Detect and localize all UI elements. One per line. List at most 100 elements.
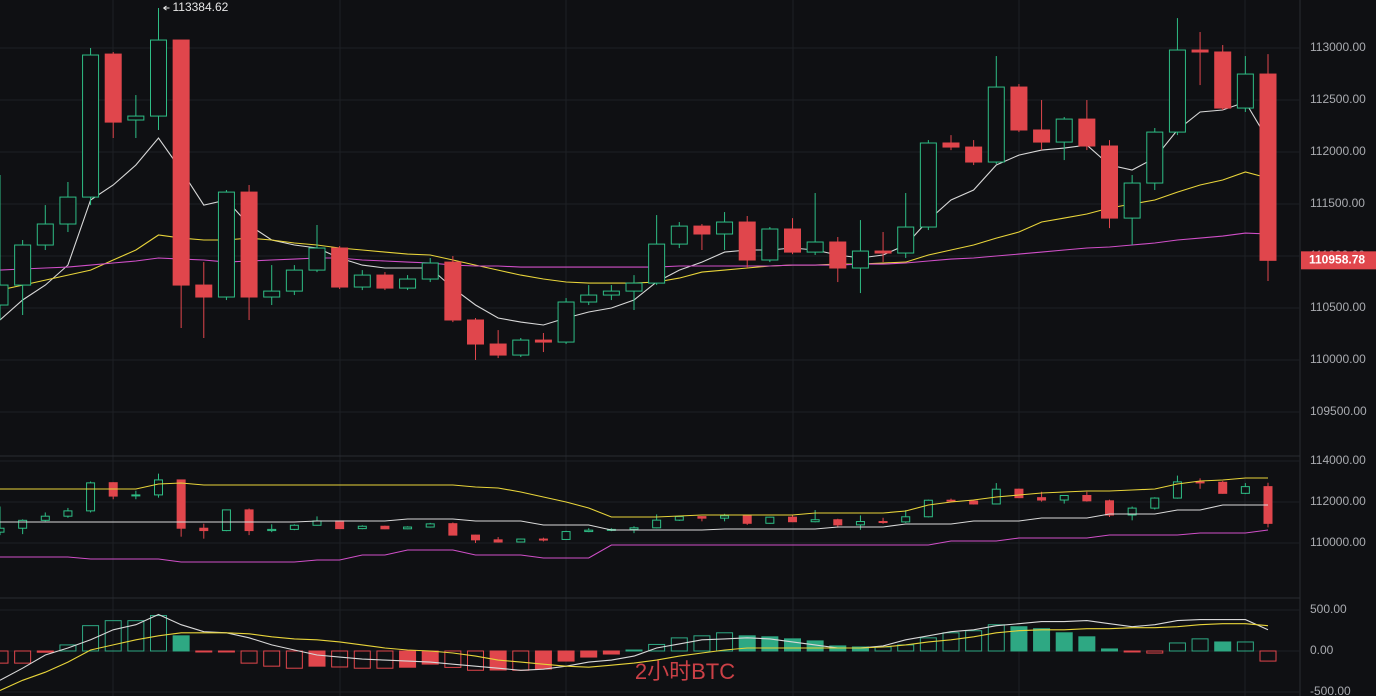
y-tick-label: 111500.00 bbox=[1310, 196, 1365, 210]
macd-bar bbox=[716, 632, 734, 652]
candle-body bbox=[1059, 495, 1069, 501]
macd-bar bbox=[1146, 650, 1164, 654]
candle-body bbox=[221, 509, 231, 532]
macd-bar bbox=[648, 643, 666, 652]
candle-body bbox=[376, 274, 394, 289]
macd-bar bbox=[172, 635, 190, 652]
macd-bar bbox=[1055, 632, 1073, 652]
candle-body bbox=[195, 284, 213, 298]
candle-body bbox=[584, 529, 594, 533]
candle-body bbox=[1240, 486, 1250, 494]
candle-body bbox=[1191, 49, 1209, 53]
candle-body bbox=[516, 538, 526, 543]
y-tick-label: 112000.00 bbox=[1310, 494, 1366, 508]
macd-bar bbox=[557, 650, 575, 662]
high-arrow bbox=[163, 5, 170, 11]
candle-body bbox=[697, 516, 707, 519]
candle-body bbox=[82, 54, 100, 198]
candle-body bbox=[580, 294, 598, 303]
candle-body bbox=[444, 261, 462, 321]
candle-body bbox=[1055, 118, 1073, 143]
watermark: 2小时BTC bbox=[635, 659, 735, 684]
indicator-line bbox=[0, 504, 1268, 531]
candle-body bbox=[1259, 73, 1277, 261]
candle-body bbox=[331, 247, 349, 288]
macd-bar bbox=[1259, 650, 1277, 662]
y-tick-label: 110000.00 bbox=[1310, 535, 1366, 549]
candle-body bbox=[40, 515, 50, 521]
macd-bar bbox=[919, 637, 937, 652]
candle-body bbox=[1078, 118, 1096, 147]
macd-bar bbox=[1191, 638, 1209, 652]
macd-bar bbox=[217, 650, 235, 653]
candle-body bbox=[493, 539, 503, 543]
candle-body bbox=[1146, 131, 1164, 184]
candle-body bbox=[244, 509, 254, 532]
candle-body bbox=[285, 269, 303, 292]
macd-bar bbox=[965, 630, 983, 652]
candle-body bbox=[851, 250, 869, 269]
candle-body bbox=[738, 221, 756, 261]
candle-body bbox=[1214, 51, 1232, 109]
macd-bar bbox=[399, 650, 417, 668]
candle-body bbox=[670, 225, 688, 245]
candle-body bbox=[855, 521, 865, 526]
macd-bar bbox=[127, 620, 145, 652]
macd-bar bbox=[1168, 642, 1186, 652]
candle-body bbox=[652, 519, 662, 529]
candle-body bbox=[810, 519, 820, 523]
candle-body bbox=[806, 241, 824, 253]
candle-body bbox=[1033, 129, 1051, 143]
macd-bar bbox=[580, 650, 598, 658]
candle-body bbox=[380, 525, 390, 530]
candle-body bbox=[965, 146, 983, 163]
candle-body bbox=[353, 274, 371, 288]
candle-body bbox=[36, 223, 54, 246]
candle-body bbox=[1168, 49, 1186, 133]
macd-bar bbox=[693, 635, 711, 652]
candle-body bbox=[901, 516, 911, 523]
candle-body bbox=[1123, 182, 1141, 219]
candle-body bbox=[878, 521, 888, 524]
y-tick-label: 500.00 bbox=[1310, 602, 1347, 616]
macd-bar bbox=[195, 650, 213, 653]
candle-body bbox=[172, 39, 190, 286]
macd-bar bbox=[0, 650, 9, 664]
indicator-line bbox=[0, 613, 1269, 681]
candle-body bbox=[131, 494, 141, 497]
macd-bar bbox=[851, 646, 869, 652]
candle-body bbox=[18, 519, 28, 529]
macd-bar bbox=[1010, 626, 1028, 652]
price-label-box bbox=[1301, 251, 1376, 270]
candle-body bbox=[561, 531, 571, 540]
candle-body bbox=[674, 516, 684, 521]
candle-body bbox=[720, 515, 730, 519]
candle-body bbox=[14, 244, 32, 286]
macd-bar bbox=[59, 644, 77, 652]
candle-body bbox=[176, 479, 186, 529]
candle-body bbox=[467, 319, 484, 345]
y-tick-label: 110500.00 bbox=[1310, 300, 1366, 314]
macd-bar bbox=[1078, 636, 1096, 652]
y-tick-label: 113000.00 bbox=[1310, 40, 1366, 54]
candle-body bbox=[784, 228, 801, 253]
candle-body bbox=[1195, 481, 1205, 484]
macd-bar bbox=[1214, 641, 1232, 652]
macd-bar bbox=[308, 650, 326, 667]
candle-body bbox=[897, 226, 915, 254]
macd-bar bbox=[1101, 648, 1118, 652]
macd-bar bbox=[625, 649, 643, 652]
macd-bar bbox=[331, 650, 349, 668]
candle-body bbox=[1010, 86, 1028, 131]
candle-body bbox=[421, 262, 439, 280]
macd-bar bbox=[1123, 650, 1141, 653]
macd-bar bbox=[1033, 628, 1051, 652]
candle-body bbox=[557, 301, 575, 343]
y-tick-label: 109500.00 bbox=[1310, 404, 1367, 418]
macd-bar bbox=[942, 632, 960, 652]
candle-body bbox=[240, 191, 258, 298]
candle-body bbox=[765, 516, 775, 524]
candle-body bbox=[403, 526, 413, 530]
candle-body bbox=[625, 282, 643, 292]
